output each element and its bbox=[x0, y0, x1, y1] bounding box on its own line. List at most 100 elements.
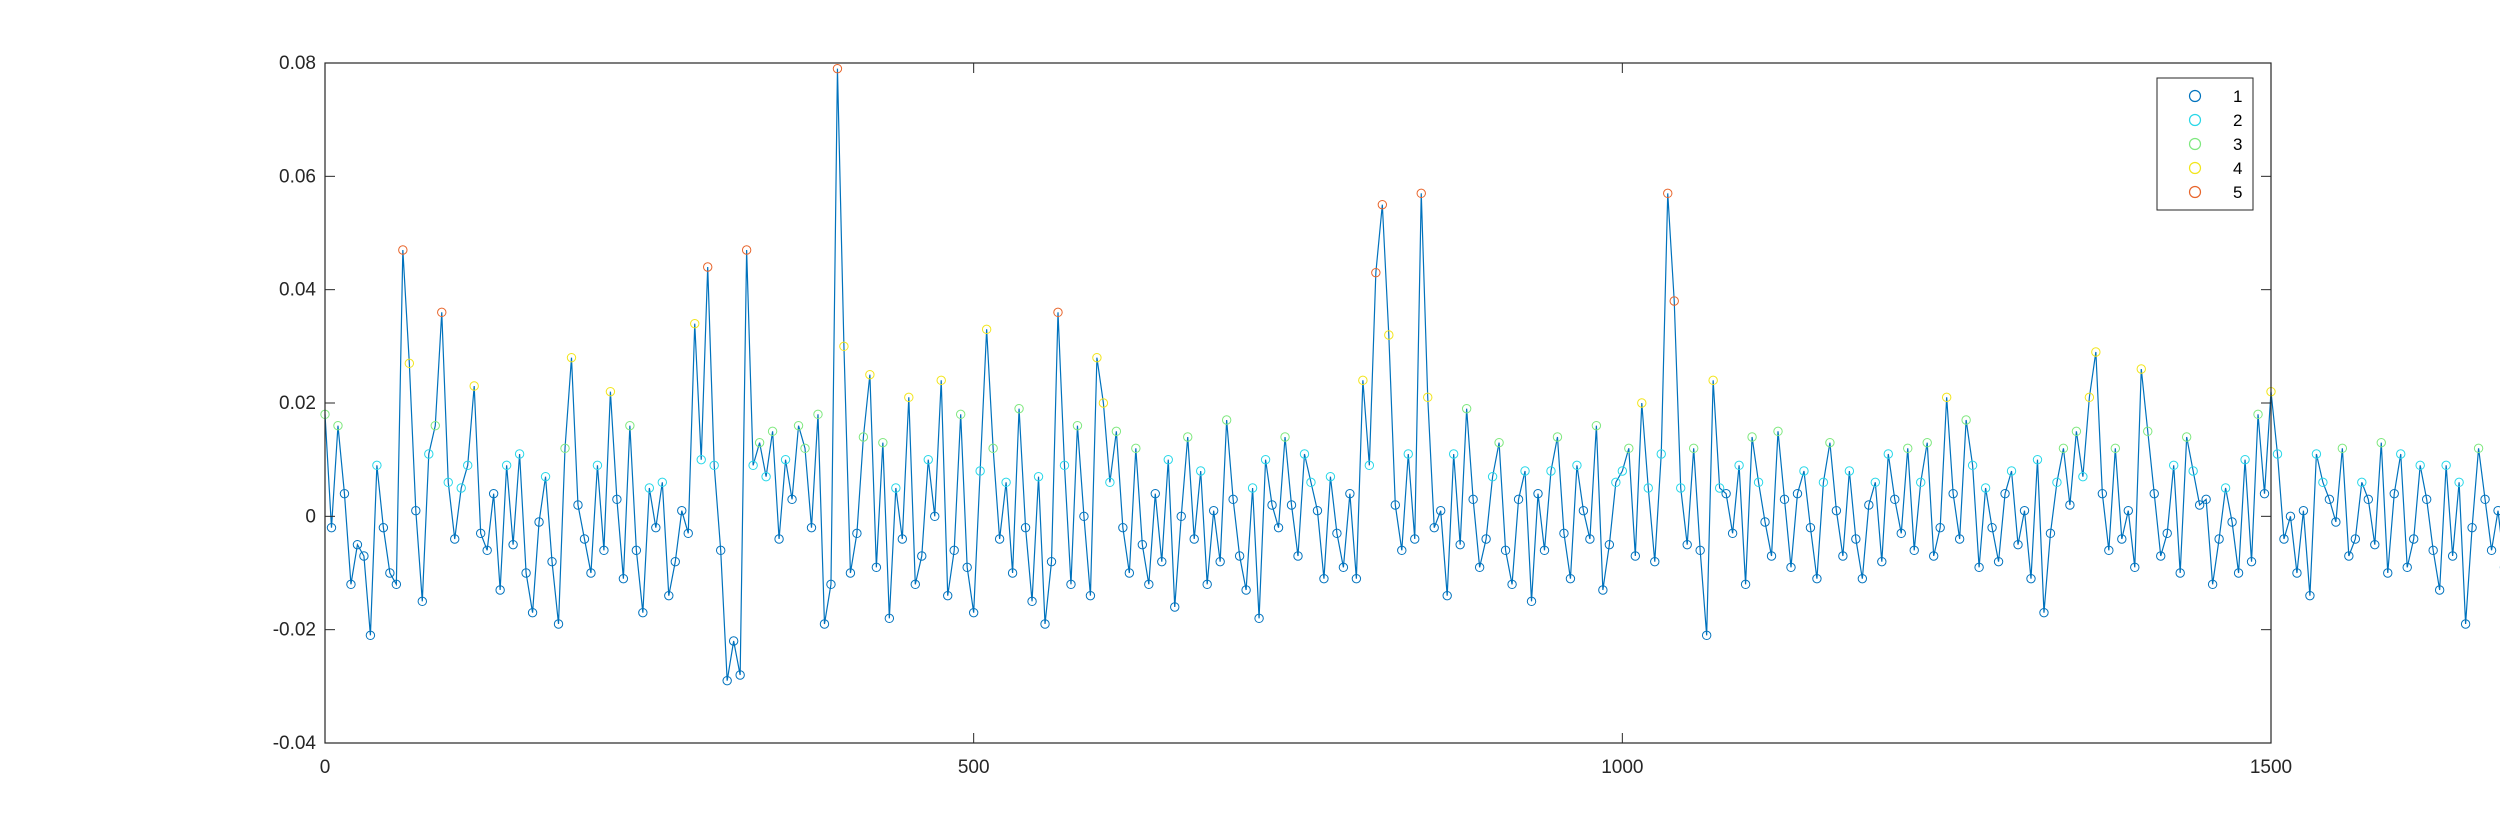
data-point bbox=[579, 534, 590, 544]
data-point bbox=[2415, 460, 2425, 471]
data-point bbox=[1189, 534, 1199, 544]
data-point bbox=[1721, 488, 1731, 499]
data-point bbox=[2123, 505, 2133, 516]
data-point bbox=[625, 420, 635, 431]
data-point bbox=[1273, 522, 1284, 533]
data-point bbox=[450, 534, 460, 544]
data-point bbox=[2480, 494, 2490, 505]
data-point bbox=[2344, 551, 2354, 561]
data-point bbox=[385, 568, 395, 578]
data-point bbox=[2447, 551, 2458, 561]
data-point bbox=[540, 471, 551, 482]
data-point bbox=[703, 262, 713, 272]
data-point bbox=[690, 318, 700, 329]
plot-area-background bbox=[325, 63, 2271, 743]
y-tick-label: 0.04 bbox=[279, 280, 316, 301]
data-point bbox=[2486, 545, 2497, 556]
data-point bbox=[2337, 443, 2348, 454]
legend-marker-2 bbox=[2188, 113, 2202, 127]
data-point bbox=[2052, 477, 2062, 488]
data-point bbox=[813, 409, 823, 420]
data-point bbox=[1624, 443, 1634, 454]
data-point bbox=[1260, 454, 1271, 465]
data-point bbox=[1766, 551, 1777, 561]
data-point bbox=[1208, 505, 1219, 516]
data-point bbox=[2298, 505, 2309, 516]
data-point bbox=[1805, 522, 1816, 533]
data-point bbox=[430, 420, 440, 431]
data-point bbox=[527, 607, 538, 618]
data-point bbox=[1221, 415, 1232, 425]
data-point bbox=[1170, 602, 1180, 612]
data-point bbox=[2207, 579, 2218, 590]
data-point bbox=[1468, 494, 1478, 505]
data-point bbox=[1040, 619, 1050, 629]
data-point bbox=[1844, 466, 1855, 476]
data-point bbox=[2253, 409, 2263, 420]
data-point bbox=[2026, 573, 2036, 584]
data-point bbox=[1727, 528, 1738, 539]
data-point bbox=[1546, 466, 1556, 476]
data-point bbox=[1098, 398, 1109, 408]
data-point bbox=[994, 534, 1005, 544]
data-point bbox=[566, 352, 577, 363]
data-point bbox=[1461, 403, 1472, 414]
data-point bbox=[2396, 449, 2406, 459]
legend-marker-4 bbox=[2188, 161, 2202, 175]
data-point bbox=[612, 494, 622, 505]
data-point bbox=[398, 245, 408, 255]
data-point bbox=[534, 517, 544, 527]
data-point bbox=[1533, 488, 1543, 499]
data-point bbox=[1760, 517, 1770, 527]
legend-label-1: 1 bbox=[2233, 87, 2242, 106]
data-point bbox=[1591, 420, 1602, 431]
legend-label-2: 2 bbox=[2233, 111, 2242, 130]
data-point bbox=[1825, 437, 1835, 448]
data-point bbox=[1442, 590, 1452, 601]
data-point bbox=[1384, 330, 1394, 340]
data-point bbox=[696, 454, 706, 465]
data-point bbox=[677, 505, 687, 516]
legend: 1 2 3 4 5 bbox=[2156, 77, 2254, 211]
data-point bbox=[573, 500, 583, 510]
data-point bbox=[871, 562, 882, 573]
data-point bbox=[1358, 375, 1368, 386]
data-point bbox=[2473, 443, 2484, 454]
data-point bbox=[1423, 392, 1433, 403]
y-tick-label: -0.04 bbox=[273, 733, 317, 754]
data-point bbox=[1241, 585, 1251, 595]
data-point bbox=[456, 483, 466, 493]
data-point bbox=[1838, 551, 1848, 561]
data-point bbox=[767, 426, 778, 437]
data-point bbox=[709, 460, 719, 471]
data-point bbox=[2467, 522, 2477, 533]
data-point bbox=[1507, 579, 1517, 590]
data-point bbox=[1987, 522, 1997, 533]
data-point bbox=[631, 545, 642, 556]
data-point bbox=[2071, 426, 2082, 437]
data-point bbox=[437, 307, 447, 318]
data-point bbox=[722, 675, 732, 686]
data-point bbox=[832, 63, 843, 74]
data-point bbox=[1818, 477, 1829, 488]
data-point bbox=[1539, 545, 1550, 556]
data-point bbox=[2175, 568, 2185, 578]
data-point bbox=[1565, 573, 1576, 584]
data-point bbox=[1429, 522, 1439, 533]
data-point bbox=[1799, 466, 1809, 476]
data-point bbox=[1072, 420, 1083, 431]
data-point bbox=[404, 358, 415, 369]
data-point bbox=[664, 590, 674, 601]
data-point bbox=[1663, 188, 1673, 199]
data-point bbox=[1708, 375, 1718, 386]
data-point bbox=[1014, 403, 1024, 414]
data-point bbox=[1150, 488, 1160, 499]
data-point bbox=[2331, 517, 2341, 527]
data-point bbox=[1857, 573, 1868, 584]
y-tick-label: -0.02 bbox=[273, 620, 316, 641]
data-point bbox=[1851, 534, 1861, 544]
data-point bbox=[1753, 477, 1764, 488]
data-point bbox=[2434, 585, 2445, 595]
data-point bbox=[2091, 347, 2101, 357]
data-point bbox=[1792, 488, 1803, 499]
